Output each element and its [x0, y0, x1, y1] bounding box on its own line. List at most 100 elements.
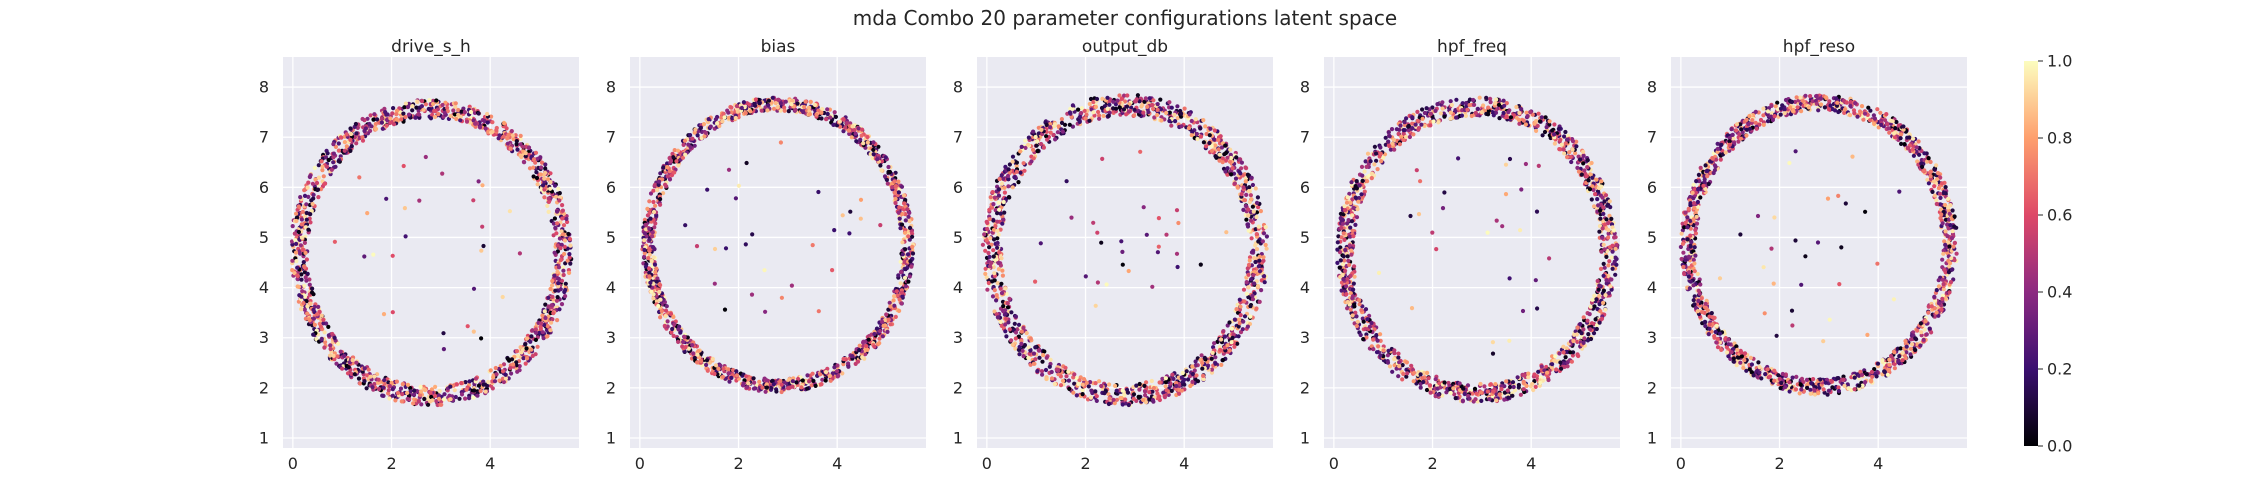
scatter-point	[1013, 314, 1019, 319]
scatter-point	[651, 199, 656, 205]
scatter-point	[1228, 147, 1233, 152]
scatter-point	[1150, 102, 1155, 108]
scatter-point	[800, 378, 805, 383]
subplot-title: bias	[761, 37, 796, 57]
scatter-point	[1244, 192, 1249, 197]
scatter-point	[1033, 279, 1038, 284]
scatter-point	[1111, 99, 1116, 104]
scatter-point	[987, 207, 992, 212]
scatter-point	[550, 278, 555, 284]
scatter-point	[1001, 308, 1006, 314]
scatter-point	[645, 206, 650, 211]
scatter-point	[899, 290, 905, 295]
scatter-point	[841, 117, 846, 122]
scatter-point	[1064, 374, 1069, 379]
scatter-point	[807, 112, 813, 117]
scatter-point	[1514, 104, 1519, 110]
scatter-point	[1041, 145, 1046, 150]
scatter-point	[1125, 390, 1131, 395]
scatter-point	[858, 216, 863, 221]
scatter-point	[307, 282, 312, 287]
scatter-point	[304, 202, 309, 207]
scatter-point	[328, 346, 333, 352]
scatter-point	[394, 117, 399, 122]
scatter-point	[310, 181, 315, 186]
scatter-point	[1004, 316, 1009, 321]
scatter-point	[402, 105, 407, 110]
scatter-point	[471, 118, 476, 123]
scatter-point	[554, 194, 559, 199]
scatter-point	[1193, 117, 1198, 122]
scatter-point	[452, 388, 457, 393]
scatter-point	[338, 135, 343, 140]
scatter-point	[1361, 319, 1366, 324]
scatter-point	[394, 379, 399, 384]
scatter-point	[302, 307, 307, 312]
scatter-point	[521, 144, 526, 149]
scatter-point	[832, 365, 837, 370]
scatter-point	[1227, 348, 1232, 353]
scatter-points	[640, 95, 916, 395]
scatter-point	[454, 382, 459, 387]
scatter-point	[312, 322, 317, 327]
scatter-point	[773, 101, 778, 106]
scatter-point	[1132, 113, 1137, 118]
y-tick-label: 1	[1300, 428, 1310, 447]
scatter-point	[715, 121, 720, 126]
scatter-point	[1164, 232, 1169, 237]
scatter-point	[898, 281, 903, 286]
scatter-point	[893, 196, 898, 201]
scatter-point	[390, 111, 395, 116]
scatter-point	[557, 191, 562, 196]
scatter-point	[360, 138, 366, 143]
scatter-point	[463, 396, 468, 401]
scatter-point	[713, 117, 719, 122]
scatter-point	[405, 390, 410, 396]
scatter-point	[805, 386, 810, 391]
scatter-point	[807, 379, 812, 384]
scatter-point	[654, 266, 659, 271]
scatter-point	[1143, 393, 1148, 398]
scatter-point	[386, 380, 391, 385]
scatter-point	[310, 290, 315, 295]
scatter-point	[816, 189, 821, 195]
scatter-point	[1019, 341, 1024, 346]
scatter-point	[538, 172, 543, 177]
scatter-point	[320, 168, 325, 173]
scatter-point	[861, 141, 866, 146]
scatter-point	[765, 108, 770, 113]
scatter-point	[405, 382, 411, 387]
scatter-point	[493, 365, 498, 371]
scatter-point	[556, 265, 562, 270]
scatter-point	[1246, 189, 1252, 194]
scatter-point	[483, 126, 488, 131]
scatter-point	[406, 101, 411, 106]
scatter-point	[988, 264, 993, 269]
scatter-point	[1239, 160, 1244, 165]
scatter-point	[1225, 343, 1230, 348]
scatter-point	[996, 232, 1001, 237]
scatter-point	[451, 108, 456, 113]
scatter-point	[399, 117, 404, 122]
scatter-point	[1245, 222, 1251, 227]
scatter-point	[658, 202, 663, 207]
scatter-point	[1264, 246, 1269, 251]
scatter-point	[1203, 144, 1209, 149]
scatter-point	[1244, 217, 1249, 222]
scatter-point	[858, 197, 864, 202]
scatter-point	[832, 110, 837, 115]
scatter-point	[367, 121, 372, 127]
scatter-point	[566, 231, 571, 237]
scatter-point	[1219, 362, 1224, 367]
scatter-point	[1222, 152, 1227, 157]
scatter-point	[1588, 304, 1593, 309]
scatter-point	[519, 350, 524, 355]
scatter-point	[1031, 129, 1036, 134]
scatter-point	[995, 315, 1001, 320]
scatter-point	[1238, 313, 1243, 318]
scatter-point	[481, 243, 486, 249]
scatter-point	[642, 238, 647, 243]
scatter-point	[399, 399, 404, 404]
scatter-point	[1157, 380, 1162, 385]
scatter-point	[401, 111, 406, 116]
